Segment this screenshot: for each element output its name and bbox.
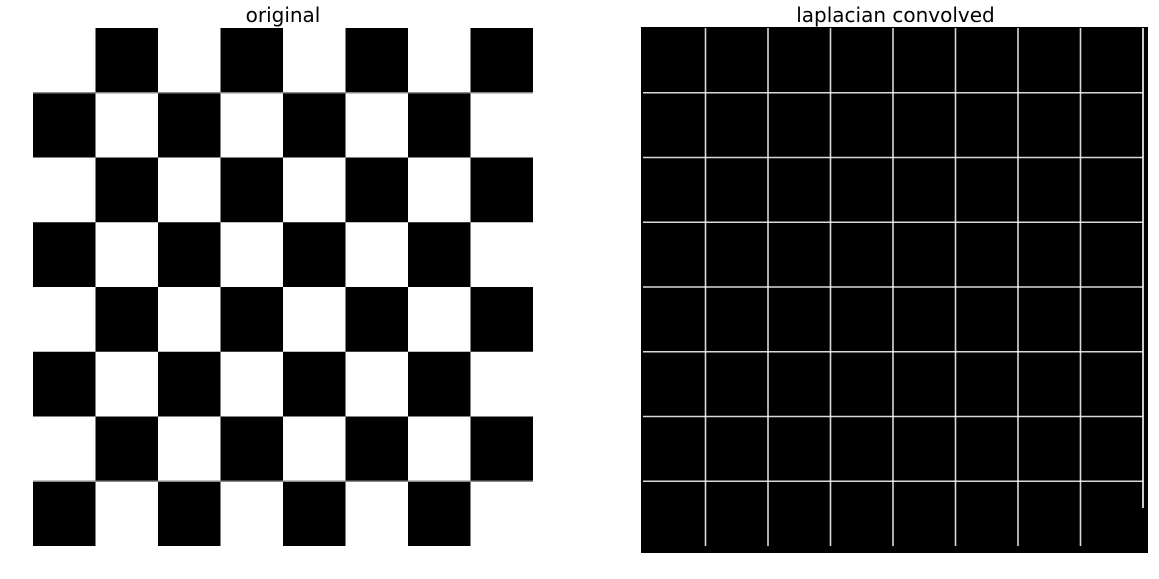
checker-square <box>408 287 471 353</box>
checker-square <box>220 351 284 417</box>
checker-square <box>470 416 533 482</box>
checker-square <box>158 222 221 288</box>
checker-square <box>470 481 533 546</box>
checker-square <box>283 157 346 223</box>
checker-square <box>220 157 284 223</box>
checker-square <box>33 222 96 288</box>
checker-square <box>345 351 409 417</box>
checker-square <box>345 287 409 353</box>
checker-square <box>283 92 346 158</box>
checker-square <box>95 481 159 546</box>
checker-square <box>408 92 471 158</box>
checker-square <box>95 416 159 482</box>
original-checkerboard-image <box>33 28 533 546</box>
checker-square <box>158 92 221 158</box>
checker-square <box>345 416 409 482</box>
checker-square <box>95 157 159 223</box>
checker-square <box>408 351 471 417</box>
checker-square <box>283 28 346 94</box>
checker-square <box>95 287 159 353</box>
checker-square <box>220 92 284 158</box>
checker-square <box>95 28 159 94</box>
checker-square <box>283 287 346 353</box>
checker-square <box>220 416 284 482</box>
checker-square <box>33 157 96 223</box>
checker-square <box>158 351 221 417</box>
laplacian-title: laplacian convolved <box>796 3 995 27</box>
checker-square <box>158 481 221 546</box>
checker-square <box>220 222 284 288</box>
checker-square <box>220 481 284 546</box>
checker-square <box>470 287 533 353</box>
checker-square <box>345 92 409 158</box>
checker-square <box>158 416 221 482</box>
checker-square <box>283 222 346 288</box>
checker-square <box>283 481 346 546</box>
checker-square <box>470 92 533 158</box>
checker-square <box>158 28 221 94</box>
checker-square <box>408 416 471 482</box>
checker-square <box>220 28 284 94</box>
checker-square <box>33 287 96 353</box>
checker-square <box>283 351 346 417</box>
laplacian-convolved-image <box>641 27 1148 553</box>
checker-square <box>95 351 159 417</box>
checker-square <box>33 416 96 482</box>
laplacian-background <box>641 27 1148 553</box>
checker-square <box>408 481 471 546</box>
checker-square <box>33 92 96 158</box>
checker-square <box>33 351 96 417</box>
checker-square <box>345 157 409 223</box>
checker-square <box>408 157 471 223</box>
checker-square <box>33 481 96 546</box>
checker-square <box>470 157 533 223</box>
checker-square <box>33 28 96 94</box>
checker-square <box>95 92 159 158</box>
checker-square <box>345 481 409 546</box>
checker-square <box>408 222 471 288</box>
checker-square <box>283 416 346 482</box>
checker-square <box>470 351 533 417</box>
checker-square <box>95 222 159 288</box>
checker-square <box>220 287 284 353</box>
checker-square <box>345 28 409 94</box>
checker-square <box>408 28 471 94</box>
checker-square <box>345 222 409 288</box>
checker-square <box>158 287 221 353</box>
checker-square <box>470 28 533 94</box>
checker-square <box>470 222 533 288</box>
checker-square <box>158 157 221 223</box>
original-title: original <box>245 3 321 27</box>
